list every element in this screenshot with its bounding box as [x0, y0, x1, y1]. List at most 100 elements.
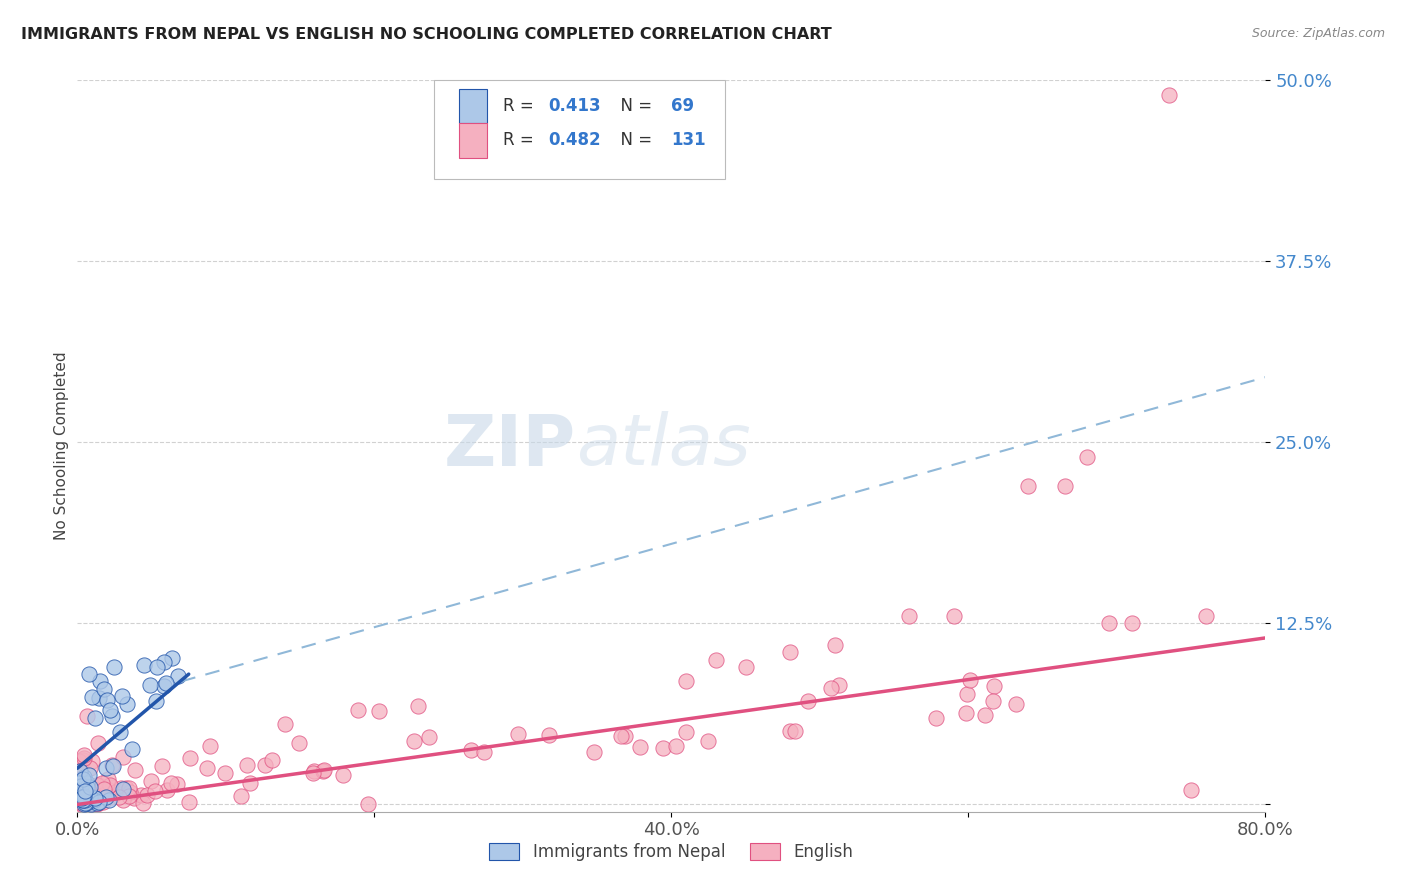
Point [82, 795, 104, 809]
Y-axis label: No Schooling Completed: No Schooling Completed [53, 351, 69, 541]
Point [304, 764, 326, 778]
Point [76, 775, 98, 789]
Point [76, 790, 98, 805]
Point [195, 761, 218, 775]
Point [136, 788, 159, 802]
Point [120, 785, 142, 799]
Point [83, 783, 105, 797]
Point [86, 797, 108, 812]
Point [508, 727, 530, 741]
FancyBboxPatch shape [458, 89, 488, 123]
Point [179, 751, 201, 765]
Point [80, 690, 103, 705]
Point [93, 787, 115, 801]
Point [70, 793, 93, 807]
Point [94, 785, 117, 799]
Point [72, 772, 94, 787]
Point [75, 796, 97, 810]
Point [111, 781, 134, 796]
Point [651, 741, 673, 756]
Point [260, 753, 283, 767]
Point [98, 793, 121, 807]
Point [1180, 783, 1202, 797]
Point [166, 777, 188, 791]
Point [67, 779, 90, 793]
Text: 131: 131 [672, 131, 706, 149]
Point [229, 789, 252, 803]
Point [132, 796, 155, 810]
Point [704, 653, 727, 667]
Point [87, 796, 110, 810]
Point [93, 789, 115, 804]
Point [460, 743, 482, 757]
Point [75, 796, 97, 810]
Point [177, 795, 200, 809]
Point [112, 749, 135, 764]
Point [96, 693, 118, 707]
Text: 69: 69 [672, 97, 695, 115]
Point [80, 793, 103, 807]
Point [675, 674, 697, 689]
Point [121, 742, 143, 756]
Point [955, 706, 977, 721]
Point [153, 656, 176, 670]
Point [153, 679, 176, 693]
Point [67, 754, 90, 768]
Point [69, 772, 91, 786]
Point [143, 783, 166, 797]
Point [1121, 616, 1143, 631]
Point [76, 791, 98, 805]
Text: N =: N = [610, 97, 657, 115]
Point [139, 773, 162, 788]
Point [239, 775, 262, 789]
Point [67, 787, 90, 801]
Point [72, 794, 94, 808]
Point [537, 728, 560, 742]
Point [1017, 479, 1039, 493]
Point [925, 710, 948, 724]
Point [72, 793, 94, 807]
Point [76, 793, 98, 807]
Point [84, 791, 107, 805]
Point [84, 710, 107, 724]
Point [115, 780, 138, 795]
Point [73, 789, 96, 803]
Point [70, 797, 93, 812]
Point [69, 784, 91, 798]
Point [73, 781, 96, 796]
Point [332, 768, 354, 782]
Point [89, 778, 111, 792]
Point [150, 759, 173, 773]
Point [1053, 479, 1076, 493]
Text: 0.482: 0.482 [548, 131, 600, 149]
Point [90, 783, 112, 797]
Point [200, 739, 222, 754]
Point [783, 724, 806, 739]
Point [69, 789, 91, 804]
Point [367, 704, 389, 718]
Point [83, 791, 105, 805]
Point [67, 782, 90, 797]
Text: 0.413: 0.413 [548, 97, 600, 115]
Point [956, 688, 979, 702]
Point [582, 745, 605, 759]
Point [827, 678, 849, 692]
Point [77, 794, 100, 808]
Point [779, 724, 801, 739]
Point [146, 659, 169, 673]
Point [93, 782, 115, 797]
Point [111, 793, 134, 807]
Point [73, 770, 96, 784]
Point [942, 609, 965, 624]
Point [160, 776, 183, 790]
Point [474, 745, 496, 759]
Point [98, 782, 121, 797]
Point [898, 609, 921, 624]
Point [614, 729, 637, 743]
Point [797, 694, 820, 708]
Point [103, 660, 125, 674]
Point [86, 736, 108, 750]
Point [86, 797, 108, 811]
Point [69, 785, 91, 799]
Point [973, 708, 995, 723]
